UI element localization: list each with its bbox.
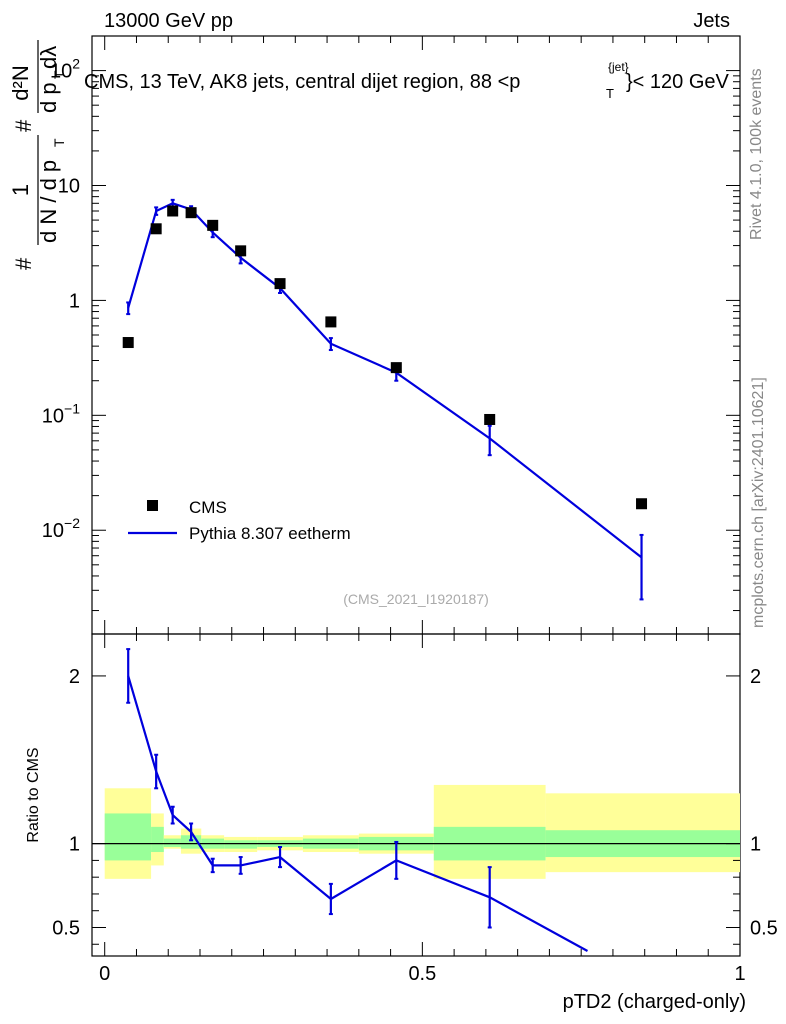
legend-pythia-label: Pythia 8.307 eetherm xyxy=(189,524,351,543)
ratio-y-label: Ratio to CMS xyxy=(25,747,42,842)
ratio-band-inner xyxy=(104,813,152,861)
ylabel-frac-top: 1 xyxy=(8,184,33,196)
x-tick-label: 0.5 xyxy=(408,963,436,985)
x-tick-label: 1 xyxy=(734,963,745,985)
ratio-y-tick-label-right: 0.5 xyxy=(750,917,778,939)
x-tick-label: 0 xyxy=(99,963,110,985)
plot-title-p: p xyxy=(509,71,520,93)
legend-cms-marker xyxy=(147,500,158,511)
ratio-band-inner xyxy=(224,840,258,849)
ylabel-dp: d p xyxy=(36,82,61,113)
plot-title: CMS, 13 TeV, AK8 jets, central dijet reg… xyxy=(84,71,520,93)
top-left-label: 13000 GeV pp xyxy=(104,10,233,32)
cms-point xyxy=(325,316,337,328)
top-right-label: Jets xyxy=(693,10,730,32)
plot-title-sup: {jet} xyxy=(608,60,629,74)
legend: CMS Pythia 8.307 eetherm xyxy=(128,498,351,543)
rivet-label: Rivet 4.1.0, 100k events xyxy=(748,68,765,240)
ylabel-hash-2: # xyxy=(11,119,36,132)
main-y-tick-label: 10−2 xyxy=(42,515,80,542)
cms-point xyxy=(390,362,402,374)
plot-title-sub: T xyxy=(606,86,614,101)
x-axis-label: pTD2 (charged-only) xyxy=(563,991,746,1013)
main-data xyxy=(122,198,648,601)
ratio-data xyxy=(126,648,589,952)
cms-point xyxy=(484,413,496,425)
main-y-ticks: 102 10 1 10−1 10−2 xyxy=(42,35,740,612)
cms-point xyxy=(207,219,219,231)
cms-point xyxy=(167,205,179,217)
ylabel-hash-1: # xyxy=(11,257,36,270)
ratio-band-inner xyxy=(163,838,181,847)
ylabel-dl: dλ xyxy=(36,46,61,69)
ratio-uncertainty-bands xyxy=(92,784,740,879)
ylabel-frac-sub: T xyxy=(51,138,67,147)
cms-point xyxy=(185,207,197,219)
main-y-tick-label: 10 xyxy=(58,176,80,198)
cms-point xyxy=(235,245,247,257)
cms-point xyxy=(636,498,648,510)
main-plot-frame xyxy=(91,35,741,635)
ylabel-frac-bottom: d N / d p xyxy=(36,160,61,243)
ratio-y-tick-label: 0.5 xyxy=(52,917,80,939)
ratio-ticks: 0.5 0.5 1 1 2 2 xyxy=(52,666,778,945)
ylabel-dp-sub: T xyxy=(51,70,67,79)
ratio-y-tick-label: 1 xyxy=(69,834,80,856)
ratio-band-inner xyxy=(151,826,164,853)
plot-title-main: CMS, 13 TeV, AK8 jets, central dijet reg… xyxy=(84,71,509,93)
cms-point xyxy=(150,223,162,235)
y-axis-label: # 1 d N / d p T # d²N d p T dλ xyxy=(8,40,67,270)
main-y-tick-label: 102 xyxy=(50,56,80,83)
x-ticks: 0 0.5 1 xyxy=(99,36,746,985)
cms-point xyxy=(122,337,134,349)
mcplots-label: mcplots.cern.ch [arXiv:2401.10621] xyxy=(750,377,767,628)
analysis-reference: (CMS_2021_I1920187) xyxy=(343,591,489,607)
legend-cms-label: CMS xyxy=(189,498,227,517)
main-y-tick-label: 1 xyxy=(69,290,80,312)
cms-point xyxy=(274,278,286,290)
ratio-y-tick-label-right: 1 xyxy=(750,834,761,856)
ylabel-d2n: d²N xyxy=(8,65,33,100)
ratio-y-tick-label: 2 xyxy=(69,666,80,688)
plot-title-end: }< 120 GeV xyxy=(626,71,730,93)
ratio-y-tick-label-right: 2 xyxy=(750,666,761,688)
main-y-tick-label: 10−1 xyxy=(42,400,80,427)
